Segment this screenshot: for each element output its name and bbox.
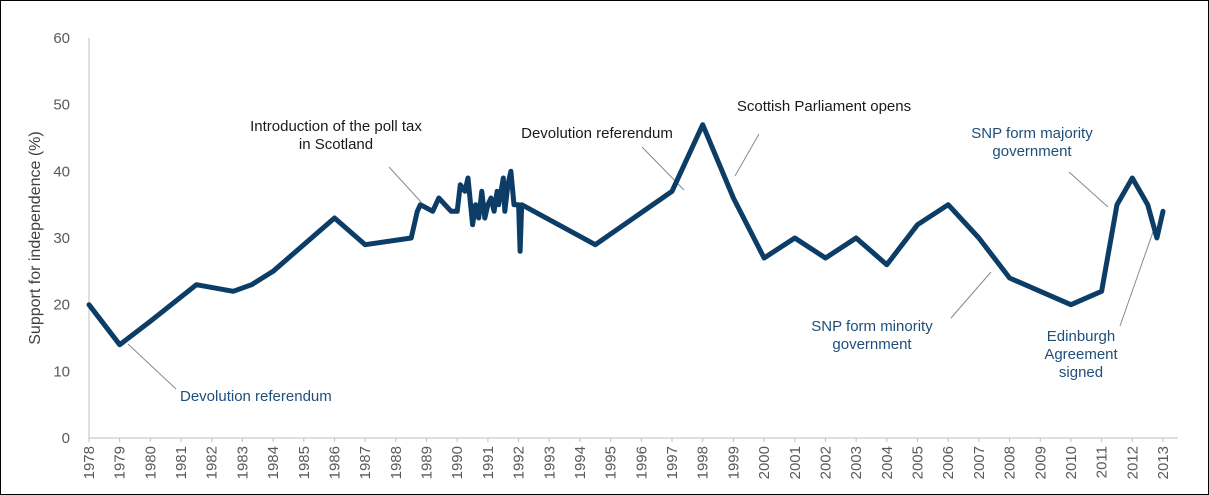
edinburgh-annotation: Edinburgh Agreement signed [1044,328,1118,381]
x-tick-label: 1980 [142,446,159,479]
y-axis-label: Support for independence (%) [27,131,44,344]
parliament-annotation: Scottish Parliament opens [737,98,911,115]
x-tick-label: 1999 [725,446,742,479]
y-tick-label: 40 [53,163,70,180]
poll-tax-annotation-line: Introduction of the poll tax [250,118,422,135]
x-tick-label: 1994 [572,446,589,479]
x-tick-label: 1979 [112,446,129,479]
x-tick-label: 1998 [695,446,712,479]
x-tick-label: 1982 [204,446,221,479]
snp-minority-leader [950,271,992,319]
x-tick-label: 2012 [1124,446,1141,479]
x-tick-label: 1986 [326,446,343,479]
x-tick-label: 1984 [265,446,282,479]
edinburgh-annotation-line: signed [1059,364,1103,381]
x-tick-label: 1992 [511,446,528,479]
y-tick-label: 30 [53,230,70,247]
y-tick-label: 10 [53,363,70,380]
snp-minority-annotation: SNP form minority government [811,318,933,353]
y-tick-label: 0 [62,430,70,447]
x-tick-label: 2006 [940,446,957,479]
x-tick-label: 1989 [419,446,436,479]
x-tick-label: 2002 [817,446,834,479]
snp-majority-annotation-line: government [992,143,1072,160]
y-tick-labels: 0 10 20 30 40 50 60 [53,30,70,447]
x-tick-label: 1995 [603,446,620,479]
x-tick-label: 2003 [848,446,865,479]
x-tick-label: 1983 [234,446,251,479]
y-tick-label: 60 [53,30,70,47]
x-tick-label: 1978 [81,446,98,479]
parliament-annotation-line: Scottish Parliament opens [737,98,911,115]
snp-majority-annotation-line: SNP form majority [971,125,1093,142]
devo-1979-annotation: Devolution referendum [180,388,332,405]
x-tick-label: 1981 [173,446,190,479]
snp-minority-annotation-line: government [832,336,912,353]
y-tick-label: 50 [53,97,70,114]
x-tick-label: 2010 [1063,446,1080,479]
parliament-leader [734,133,760,177]
series-line [86,122,1166,348]
x-tick-label: 1985 [296,446,313,479]
y-tick-label: 20 [53,297,70,314]
x-tick-label: 2013 [1155,446,1172,479]
x-tick-label: 2008 [1002,446,1019,479]
x-tick-label: 1987 [357,446,374,479]
x-tick-label: 1990 [449,446,466,479]
x-tick-label: 2001 [787,446,804,479]
x-tick-labels: 1978 1979 1980 1981 1982 1983 1984 1985 1986 1987… [81,438,1172,479]
x-tick-label: 2004 [879,446,896,479]
edinburgh-annotation-line: Agreement [1044,346,1118,363]
x-tick-label: 1997 [664,446,681,479]
snp-majority-annotation: SNP form majority government [971,125,1093,160]
devo-1997-annotation: Devolution referendum [521,125,673,142]
x-tick-label: 1996 [633,446,650,479]
x-tick-label: 1993 [541,446,558,479]
annotation-leader-lines [127,133,1154,390]
x-tick-label: 2011 [1094,446,1111,478]
annotations: Devolution referendum Introduction of the… [180,98,1119,405]
x-tick-label: 1991 [480,446,497,479]
x-tick-label: 2009 [1032,446,1049,479]
poll-tax-annotation-line: in Scotland [299,136,373,153]
poll-tax-annotation: Introduction of the poll tax in Scotland [250,118,422,153]
x-tick-label: 2005 [910,446,927,479]
edinburgh-leader [1119,231,1154,327]
poll-tax-leader [388,166,422,203]
axes [88,38,1178,439]
snp-majority-leader [1068,171,1109,208]
x-tick-label: 2000 [756,446,773,479]
edinburgh-annotation-line: Edinburgh [1047,328,1115,345]
devo-1979-leader [127,343,177,390]
x-tick-label: 1988 [388,446,405,479]
snp-minority-annotation-line: SNP form minority [811,318,933,335]
devo-1997-annotation-line: Devolution referendum [521,125,673,142]
devo-1979-annotation-line: Devolution referendum [180,388,332,405]
x-tick-label: 2007 [971,446,988,479]
